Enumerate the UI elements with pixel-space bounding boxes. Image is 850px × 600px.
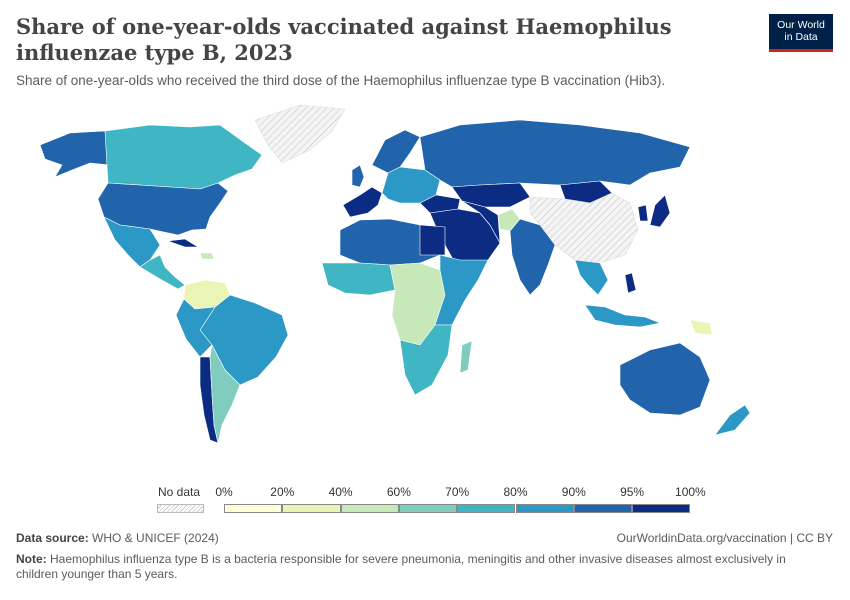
source-label: Data source: <box>16 531 89 545</box>
color-legend: No data 0% 20% 40% 60% 70% 80% 90% 95% 100% <box>150 483 730 519</box>
region-argentina[interactable] <box>209 344 241 444</box>
owid-logo[interactable]: Our World in Data <box>769 14 833 52</box>
region-west-africa[interactable] <box>321 262 396 296</box>
note-label: Note: <box>16 552 47 566</box>
region-philippines[interactable] <box>624 272 637 294</box>
region-egypt[interactable] <box>419 224 446 256</box>
no-data-swatch[interactable] <box>157 504 204 513</box>
note-text: Haemophilus influenza type B is a bacter… <box>16 552 786 581</box>
region-eastern-europe[interactable] <box>381 166 441 204</box>
source-text[interactable]: WHO & UNICEF (2024) <box>92 531 219 545</box>
chart-title: Share of one-year-olds vaccinated agains… <box>16 14 672 65</box>
legend-bin[interactable] <box>398 504 458 513</box>
region-russia[interactable] <box>419 119 691 188</box>
legend-tick-label: 60% <box>386 485 411 499</box>
region-png[interactable] <box>689 319 713 336</box>
legend-bin[interactable] <box>282 504 341 513</box>
region-scandinavia[interactable] <box>371 129 421 174</box>
region-iran[interactable] <box>461 200 501 244</box>
region-canada[interactable] <box>104 124 263 190</box>
chart-subtitle: Share of one-year-olds who received the … <box>16 73 666 88</box>
legend-bin[interactable] <box>224 504 283 513</box>
legend-bin[interactable] <box>457 504 516 513</box>
region-southeast-asia[interactable] <box>574 259 609 296</box>
legend-tick-label: 20% <box>270 485 295 499</box>
legend-bin[interactable] <box>340 504 399 513</box>
logo-line-1: Our World <box>777 19 825 31</box>
world-map[interactable] <box>0 95 850 480</box>
region-alaska[interactable] <box>39 130 111 178</box>
source-url[interactable]: OurWorldinData.org/vaccination | CC BY <box>616 531 833 545</box>
region-southern-africa[interactable] <box>399 324 453 396</box>
legend-tick-label: 90% <box>561 485 586 499</box>
legend-tick-label: 95% <box>620 485 645 499</box>
region-new-zealand[interactable] <box>714 404 751 436</box>
legend-bin[interactable] <box>573 504 633 513</box>
region-central-asia[interactable] <box>451 182 531 208</box>
region-madagascar[interactable] <box>459 340 473 374</box>
region-indonesia[interactable] <box>584 304 661 328</box>
region-turkey[interactable] <box>419 194 461 214</box>
legend-tick-label: 70% <box>445 485 470 499</box>
legend-tick-label: 40% <box>328 485 353 499</box>
region-uk[interactable] <box>351 164 365 188</box>
legend-tick-label: 80% <box>503 485 528 499</box>
region-cuba[interactable] <box>167 238 199 248</box>
region-greenland[interactable] <box>254 104 346 164</box>
data-source: Data source: WHO & UNICEF (2024) <box>16 531 219 545</box>
region-hispaniola[interactable] <box>199 252 215 260</box>
region-western-europe[interactable] <box>342 186 383 218</box>
region-japan[interactable] <box>649 194 671 228</box>
region-korea[interactable] <box>637 204 649 222</box>
region-central-america[interactable] <box>139 254 186 290</box>
logo-line-2: in Data <box>784 31 818 43</box>
chart-note: Note: Haemophilus influenza type B is a … <box>16 552 806 582</box>
legend-bin[interactable] <box>632 504 691 513</box>
region-india[interactable] <box>509 218 556 296</box>
legend-tick-label: 0% <box>215 485 233 499</box>
legend-tick-label: 100% <box>675 485 706 499</box>
no-data-label: No data <box>158 485 201 499</box>
region-east-africa[interactable] <box>434 254 489 326</box>
region-australia[interactable] <box>619 342 711 416</box>
legend-bin[interactable] <box>515 504 574 513</box>
